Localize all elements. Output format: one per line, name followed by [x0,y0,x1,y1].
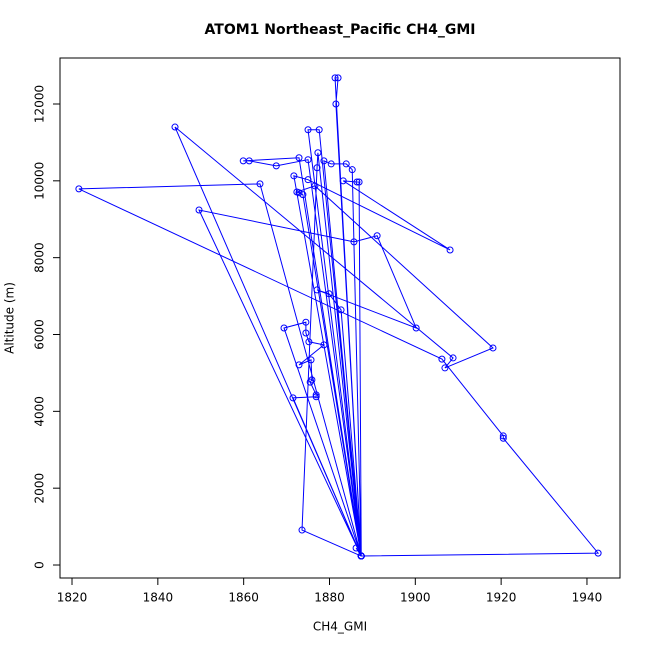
point [295,361,303,369]
point [315,126,323,134]
point [302,318,310,326]
point [302,329,310,337]
point [337,306,345,314]
point [352,544,360,552]
point [312,393,320,401]
point [325,290,333,298]
point [320,341,328,349]
point [594,549,602,557]
point [348,166,356,174]
point [313,286,321,294]
point [314,149,322,157]
point [355,178,363,186]
point [295,189,303,197]
point [171,123,179,131]
x-tick-label: 1840 [143,591,174,605]
chart-title: ATOM1 Northeast_Pacific CH4_GMI [205,22,476,38]
point [438,355,446,363]
y-tick-label: 4000 [33,396,47,427]
point [304,176,312,184]
point [350,238,358,246]
point [334,74,342,82]
series-line [78,77,600,557]
point [304,156,312,164]
y-tick-label: 0 [33,561,47,569]
point [295,154,303,162]
point [256,180,264,188]
y-axis-label: Altitude (m) [3,282,17,354]
x-tick-label: 1820 [57,591,88,605]
point [412,324,420,332]
point [311,182,319,190]
point [353,178,361,186]
point [307,356,315,364]
x-tick-label: 1860 [228,591,259,605]
point [441,364,449,372]
x-tick-label: 1880 [314,591,345,605]
point [304,126,312,134]
point [342,160,350,168]
y-tick-label: 6000 [33,319,47,350]
point [357,552,365,560]
point [313,164,321,172]
point [280,324,288,332]
point [499,432,507,440]
point [289,394,297,402]
point [327,160,335,168]
point [373,232,381,240]
x-tick-label: 1900 [400,591,431,605]
point [331,74,339,82]
point [305,338,313,346]
x-tick-label: 1940 [572,591,603,605]
y-tick-label: 10000 [33,162,47,200]
point [299,191,307,199]
point [499,434,507,442]
point [449,354,457,362]
plot-frame [59,57,621,579]
point [245,157,253,165]
point [272,162,280,170]
point [446,246,454,254]
point [290,172,298,180]
y-tick-label: 8000 [33,242,47,273]
point [332,100,340,108]
y-tick-label: 2000 [33,473,47,504]
y-tick-label: 12000 [33,85,47,123]
x-axis-label: CH4_GMI [313,620,367,634]
point [306,378,314,386]
point [298,526,306,534]
point [489,344,497,352]
point [339,177,347,185]
point [195,206,203,214]
point [320,157,328,165]
x-tick-label: 1920 [486,591,517,605]
point [75,185,83,193]
point [312,391,320,399]
